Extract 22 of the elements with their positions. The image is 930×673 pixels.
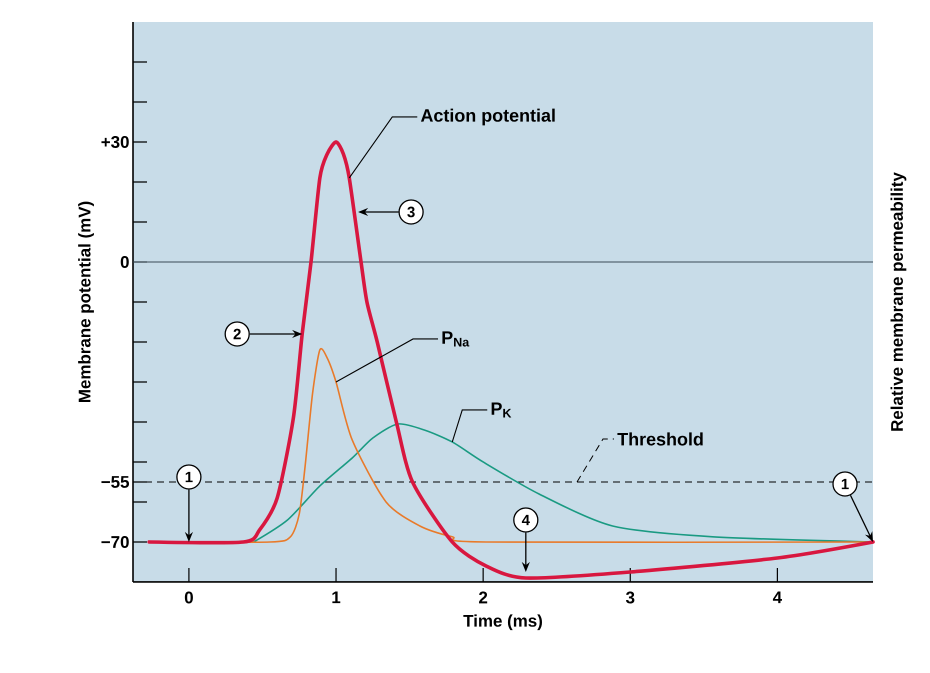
annotation: 1 (186, 472, 193, 482)
x-tick-label: 2 (479, 592, 488, 604)
ref-line-label: Threshold (617, 432, 703, 446)
annotation: 2 (234, 328, 241, 340)
y-tick-label: −70 (101, 536, 129, 548)
y-axis-title: Membrane potential (mV) (78, 202, 94, 402)
y-tick-label: 0 (120, 256, 129, 268)
annotation: 4 (522, 514, 530, 526)
line-series (147, 140, 875, 580)
y-tick-label: +30 (101, 136, 129, 148)
y2-axis-title: Relative membrane permeability (890, 172, 906, 431)
text: P$_{Na}$ (442, 331, 470, 347)
text: P$_{K}$ (492, 402, 512, 418)
text: Action potential (420, 108, 555, 126)
x-axis-title: Time (ms) (463, 614, 542, 630)
y-tick-label: −55 (101, 476, 130, 488)
x-tick-label: 0 (184, 592, 193, 604)
annotation: 3 (407, 206, 415, 218)
x-tick-label: 4 (772, 592, 782, 604)
x-tick-label: 3 (626, 592, 634, 604)
x-tick-label: 1 (332, 592, 340, 604)
annotation: 1 (842, 478, 849, 490)
